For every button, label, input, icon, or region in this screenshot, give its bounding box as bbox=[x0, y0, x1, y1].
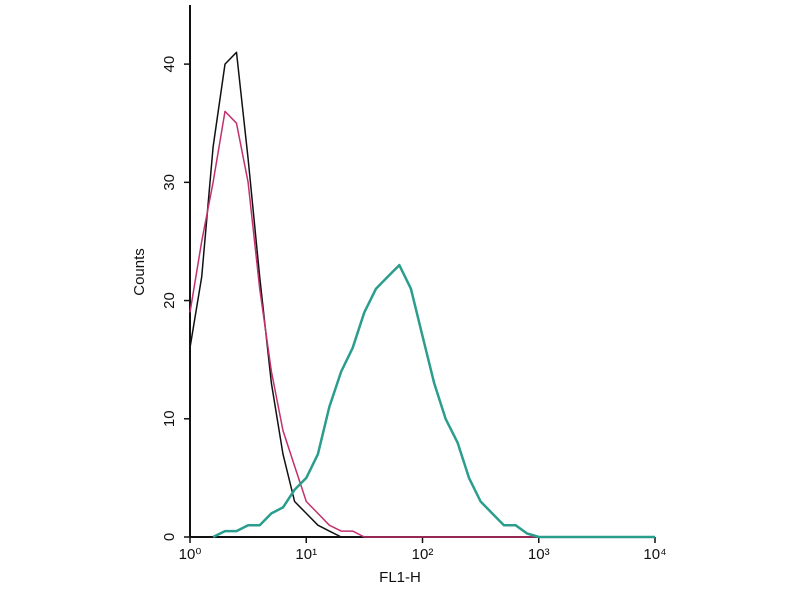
x-tick-label: 10⁰ bbox=[179, 546, 202, 563]
y-tick-label: 40 bbox=[161, 56, 178, 73]
x-tick-label: 10³ bbox=[528, 546, 550, 563]
x-tick-label: 10¹ bbox=[295, 546, 317, 563]
y-tick-label: 10 bbox=[161, 410, 178, 427]
y-axis-label: Counts bbox=[131, 248, 148, 296]
histogram-line bbox=[189, 51, 353, 538]
x-axis-label: FL1-H bbox=[379, 569, 421, 586]
histogram-line bbox=[212, 263, 655, 539]
y-tick-label: 30 bbox=[161, 174, 178, 191]
y-tick-label: 20 bbox=[161, 292, 178, 309]
x-tick-label: 10⁴ bbox=[643, 546, 666, 563]
x-tick-label: 10² bbox=[412, 546, 434, 563]
histogram-line bbox=[189, 110, 539, 538]
y-tick-label: 0 bbox=[161, 533, 178, 541]
